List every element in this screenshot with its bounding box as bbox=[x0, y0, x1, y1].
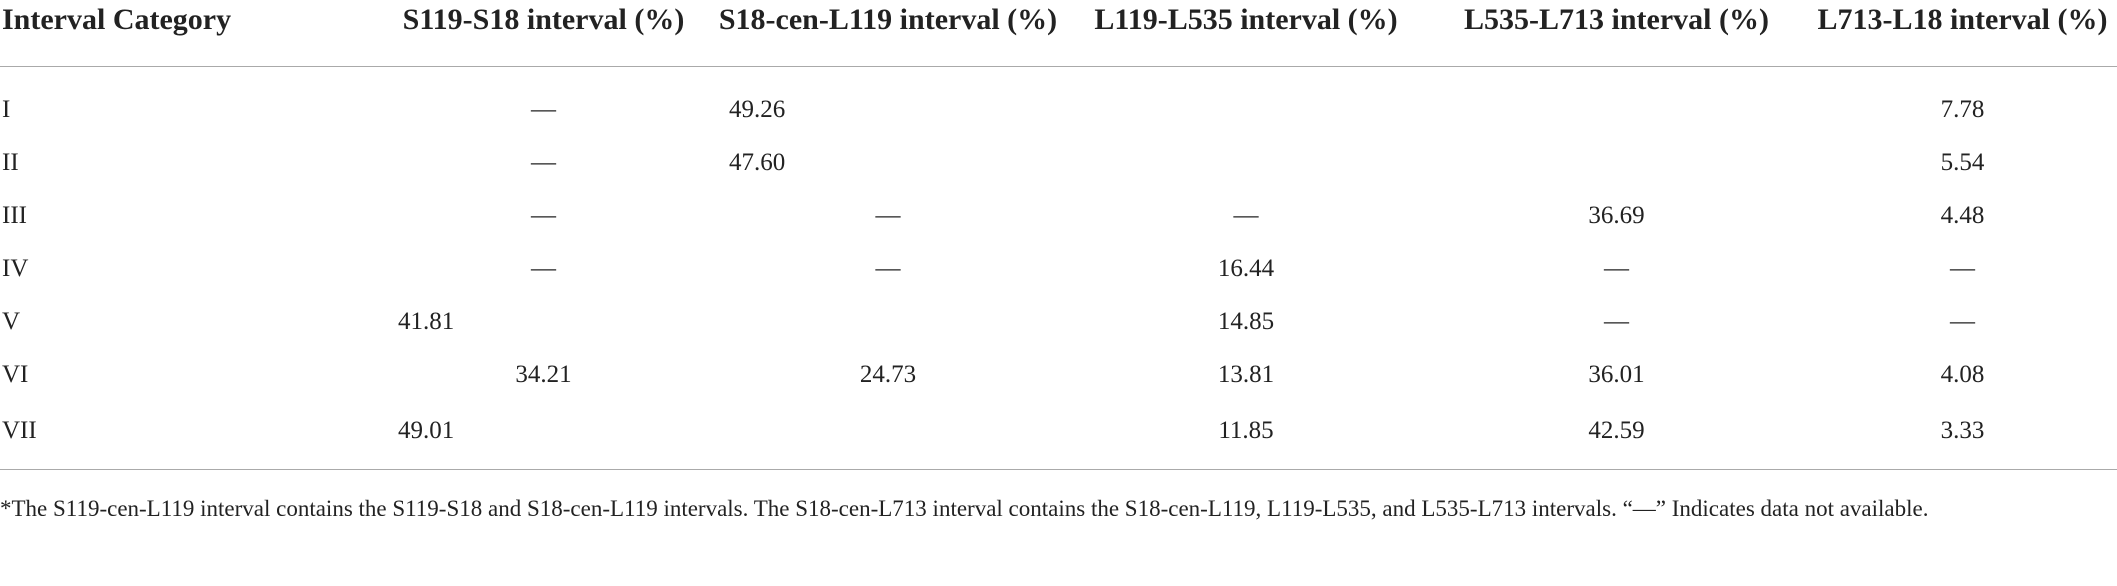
table-row: II — 47.60 5.54 bbox=[0, 136, 2117, 189]
cell: — bbox=[1604, 307, 1629, 335]
cell: 49.01 bbox=[378, 401, 1067, 470]
row-label: III bbox=[2, 201, 27, 229]
cell: 4.08 bbox=[1940, 360, 1985, 388]
cell: 11.85 bbox=[1067, 401, 1425, 470]
cell: 42.59 bbox=[1425, 401, 1808, 470]
column-header: S119-S18 interval (%) bbox=[378, 0, 709, 67]
cell: 4.48 bbox=[1940, 201, 1985, 229]
table-row: III — — — 36.69 4.48 bbox=[0, 189, 2117, 242]
cell: 36.01 bbox=[1588, 360, 1645, 388]
column-header: L119-L535 interval (%) bbox=[1067, 0, 1425, 67]
column-header: L713-L18 interval (%) bbox=[1808, 0, 2117, 67]
column-header: S18-cen-L119 interval (%) bbox=[709, 0, 1067, 67]
cell: 24.73 bbox=[859, 360, 917, 388]
header-row: Interval Category S119-S18 interval (%) … bbox=[0, 0, 2117, 67]
cell: — bbox=[1950, 307, 1975, 335]
table-row: VI 34.21 24.73 13.81 36.01 4.08 bbox=[0, 348, 2117, 401]
cell: 7.78 bbox=[1940, 95, 1985, 123]
cell: 14.85 bbox=[1217, 307, 1275, 335]
row-label: VII bbox=[0, 401, 378, 470]
row-label: IV bbox=[2, 254, 29, 282]
cell: — bbox=[875, 201, 901, 229]
data-table: Interval Category S119-S18 interval (%) … bbox=[0, 0, 2117, 470]
cell: — bbox=[1233, 201, 1259, 229]
table-row: V 41.81 14.85 — — bbox=[0, 295, 2117, 348]
table-row: I — 49.26 7.78 bbox=[0, 67, 2117, 137]
cell: — bbox=[531, 254, 556, 282]
row-label: VI bbox=[2, 360, 29, 388]
cell: 16.44 bbox=[1217, 254, 1275, 282]
cell: — bbox=[1604, 254, 1629, 282]
cell: 3.33 bbox=[1808, 401, 2117, 470]
row-label: I bbox=[2, 95, 11, 123]
cell: — bbox=[875, 254, 901, 282]
footnote: *The S119-cen-L119 interval contains the… bbox=[0, 496, 1929, 521]
table-row: VII 49.01 11.85 42.59 3.33 bbox=[0, 401, 2117, 470]
cell: 47.60 bbox=[729, 148, 786, 176]
column-header: Interval Category bbox=[0, 0, 378, 67]
cell: 49.26 bbox=[729, 95, 786, 123]
cell: 13.81 bbox=[1217, 360, 1275, 388]
cell: — bbox=[531, 95, 556, 123]
cell: 5.54 bbox=[1940, 148, 1985, 176]
cell: — bbox=[531, 148, 556, 176]
row-label: V bbox=[2, 307, 21, 335]
cell: 34.21 bbox=[515, 360, 572, 388]
cell: — bbox=[531, 201, 556, 229]
cell: 36.69 bbox=[1588, 201, 1645, 229]
table-row: IV — — 16.44 — — bbox=[0, 242, 2117, 295]
cell: 41.81 bbox=[398, 307, 455, 335]
cell: — bbox=[1950, 254, 1975, 282]
row-label: II bbox=[2, 148, 19, 176]
column-header: L535-L713 interval (%) bbox=[1425, 0, 1808, 67]
